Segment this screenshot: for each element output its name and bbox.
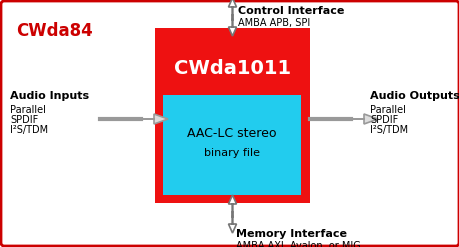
FancyArrow shape <box>228 195 236 212</box>
Text: I²S/TDM: I²S/TDM <box>10 125 48 135</box>
Text: AMBA APB, SPI: AMBA APB, SPI <box>238 18 310 28</box>
Text: Parallel: Parallel <box>10 105 46 115</box>
Text: Control Interface: Control Interface <box>238 6 344 16</box>
Text: Audio Inputs: Audio Inputs <box>10 91 89 101</box>
FancyArrow shape <box>350 114 377 124</box>
Text: Parallel: Parallel <box>369 105 405 115</box>
Bar <box>155 28 309 203</box>
Text: Audio Outputs: Audio Outputs <box>369 91 459 101</box>
Text: AAC-LC stereo: AAC-LC stereo <box>187 126 276 140</box>
FancyArrow shape <box>228 0 236 15</box>
Text: binary file: binary file <box>203 148 259 158</box>
Text: Memory Interface: Memory Interface <box>236 229 347 239</box>
Text: CWda1011: CWda1011 <box>174 59 291 78</box>
FancyArrow shape <box>228 19 236 36</box>
FancyArrow shape <box>228 216 236 233</box>
Text: SPDIF: SPDIF <box>10 115 38 125</box>
FancyArrow shape <box>141 114 168 124</box>
Bar <box>162 95 300 195</box>
Text: SPDIF: SPDIF <box>369 115 397 125</box>
Text: CWda84: CWda84 <box>16 22 93 40</box>
Text: I²S/TDM: I²S/TDM <box>369 125 407 135</box>
Text: AMBA AXI, Avalon, or MIG: AMBA AXI, Avalon, or MIG <box>236 241 360 247</box>
